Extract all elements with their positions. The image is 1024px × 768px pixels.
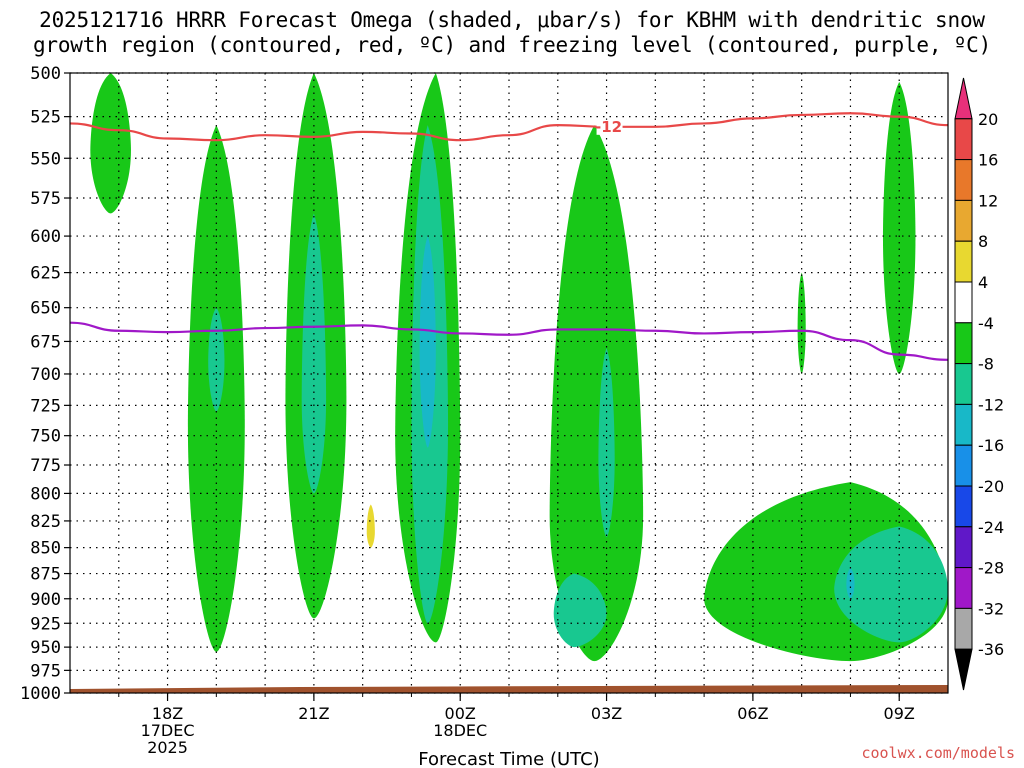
colorbar-swatch: [954, 444, 973, 487]
colorbar-swatch: [954, 118, 973, 161]
omega-region-17: [553, 573, 607, 648]
x-tick-label: 18Z: [152, 704, 183, 723]
omega-region-12: [846, 243, 855, 342]
colorbar-label: -28: [978, 559, 1004, 578]
colorbar-label: -20: [978, 477, 1004, 496]
colorbar-swatch: [954, 363, 973, 405]
colorbar-swatch: [954, 526, 973, 569]
omega-region-19: [834, 526, 948, 643]
omega-region-20: [366, 504, 375, 548]
colorbar-label: -24: [978, 518, 1004, 537]
omega-region-18: [598, 348, 615, 538]
contour-label: -12: [595, 118, 622, 136]
omega-region-11: [651, 265, 717, 559]
y-tick-label: 775: [30, 456, 61, 476]
y-tick-label: 575: [30, 189, 61, 209]
omega-region-4: [549, 125, 644, 662]
colorbar-swatch: [954, 240, 973, 283]
colorbar-label: -4: [978, 314, 994, 333]
x-tick-label: 21Z: [298, 704, 329, 723]
y-tick-label: 1000: [20, 684, 61, 704]
y-tick-label: 875: [30, 565, 61, 585]
colorbar-label: 12: [978, 191, 998, 210]
colorbar-label: 8: [978, 232, 988, 251]
chart-title-line-1: 2025121716 HRRR Forecast Omega (shaded, …: [39, 8, 985, 32]
colorbar-label: -32: [978, 599, 1004, 618]
omega-region-10: [480, 470, 526, 619]
y-axis: 500 525 550 575 600 625 650 675 700 725 750 775 800 8…: [20, 64, 70, 704]
chart-title-line-2: growth region (contoured, red, ºC) and f…: [32, 33, 992, 57]
y-tick-label: 625: [30, 264, 61, 284]
colorbar-swatch: [954, 199, 973, 242]
contour-label-bg: [596, 119, 623, 135]
y-tick-label: 675: [30, 332, 61, 352]
contour-layer: -12: [69, 112, 949, 361]
x-axis-label: Forecast Time (UTC): [418, 749, 599, 768]
omega-region-13: [923, 423, 948, 499]
x-tick-label: 2025: [147, 738, 188, 757]
colorbar-label: 4: [978, 273, 988, 292]
x-tick-label: 03Z: [591, 704, 622, 723]
ground-fill: [70, 685, 948, 693]
colorbar-swatch: [954, 281, 973, 324]
omega-region-6: [882, 81, 916, 374]
colorbar-swatch: [954, 607, 973, 650]
y-tick-label: 850: [30, 539, 61, 559]
omega-region-5: [797, 272, 806, 374]
omega-region-0: [90, 73, 131, 214]
y-tick-label: 825: [30, 512, 61, 532]
contour-line-1: [69, 321, 949, 361]
colorbar-swatch: [954, 322, 973, 365]
colorbar-label: -12: [978, 395, 1004, 414]
y-tick-label: 950: [30, 638, 61, 658]
y-tick-label: 800: [30, 484, 61, 504]
omega-shading-layer: [90, 73, 948, 662]
colorbar-label: -16: [978, 436, 1004, 455]
credit-link[interactable]: coolwx.com/models: [861, 744, 1015, 762]
chart-title: 2025121716 HRRR Forecast Omega (shaded, …: [0, 8, 1024, 58]
contour-line-0: [69, 112, 949, 142]
x-tick-label: 18DEC: [433, 721, 487, 740]
y-tick-label: 900: [30, 590, 61, 610]
colorbar-swatch: [954, 159, 973, 201]
omega-region-22: [846, 568, 855, 599]
y-tick-label: 700: [30, 365, 61, 385]
omega-region-9: [358, 386, 383, 599]
colorbar-top-arrow: [954, 77, 973, 120]
y-tick-label: 725: [30, 396, 61, 416]
y-tick-label: 925: [30, 614, 61, 634]
x-tick-label: 17DEC: [141, 721, 195, 740]
ground-strip: [70, 685, 948, 693]
colorbar: 20 16 12 8 4 -4 -8 -12 -16 -20 -24 -28 -32 -36: [954, 77, 1004, 691]
colorbar-swatch: [954, 567, 973, 609]
y-tick-label: 525: [30, 108, 61, 128]
y-tick-label: 500: [30, 64, 61, 84]
x-tick-label: 00Z: [445, 704, 476, 723]
colorbar-label: 20: [978, 110, 998, 129]
y-tick-label: 650: [30, 299, 61, 319]
y-tick-label: 975: [30, 661, 61, 681]
colorbar-swatch: [954, 485, 973, 528]
colorbar-label: 16: [978, 151, 998, 170]
colorbar-swatch: [954, 403, 973, 446]
y-tick-label: 550: [30, 149, 61, 169]
x-tick-label: 06Z: [737, 704, 768, 723]
y-tick-label: 600: [30, 227, 61, 247]
colorbar-bottom-arrow: [954, 648, 973, 691]
x-tick-label: 09Z: [884, 704, 915, 723]
colorbar-label: -36: [978, 640, 1004, 659]
colorbar-label: -8: [978, 355, 994, 374]
y-tick-label: 750: [30, 427, 61, 447]
